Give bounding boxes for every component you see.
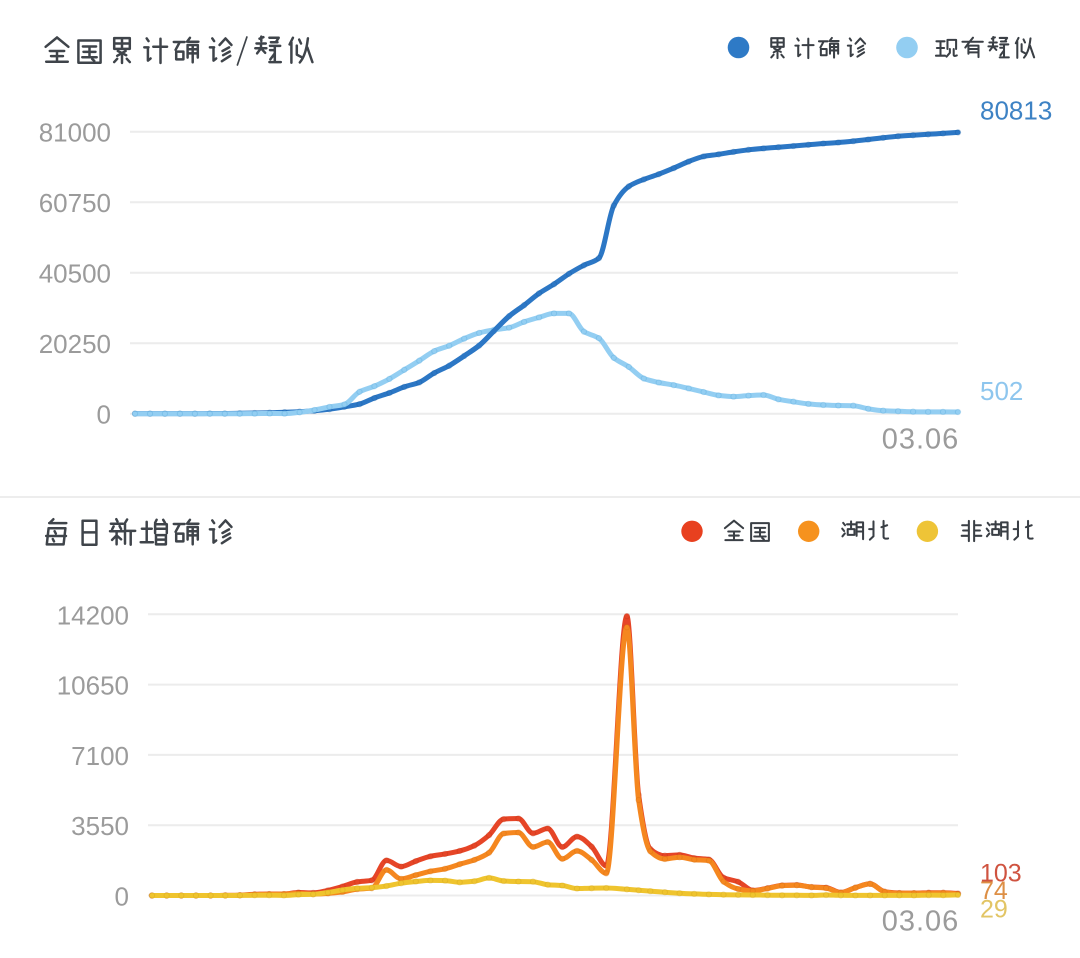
svg-text:60750: 60750 <box>39 188 111 218</box>
svg-text:0: 0 <box>115 882 129 912</box>
svg-text:03.06: 03.06 <box>882 424 960 456</box>
svg-text:502: 502 <box>980 376 1023 406</box>
svg-text:29: 29 <box>980 896 1008 924</box>
svg-text:7100: 7100 <box>71 741 129 771</box>
svg-text:74: 74 <box>980 877 1008 905</box>
svg-text:20250: 20250 <box>39 329 111 359</box>
svg-text:40500: 40500 <box>39 259 111 289</box>
svg-text:0: 0 <box>97 400 111 430</box>
svg-text:81000: 81000 <box>39 118 111 148</box>
svg-text:10650: 10650 <box>57 671 129 701</box>
svg-text:3550: 3550 <box>71 811 129 841</box>
svg-text:03.06: 03.06 <box>882 906 960 938</box>
svg-text:80813: 80813 <box>980 96 1052 126</box>
svg-text:103: 103 <box>980 860 1022 888</box>
svg-text:14200: 14200 <box>57 600 129 630</box>
